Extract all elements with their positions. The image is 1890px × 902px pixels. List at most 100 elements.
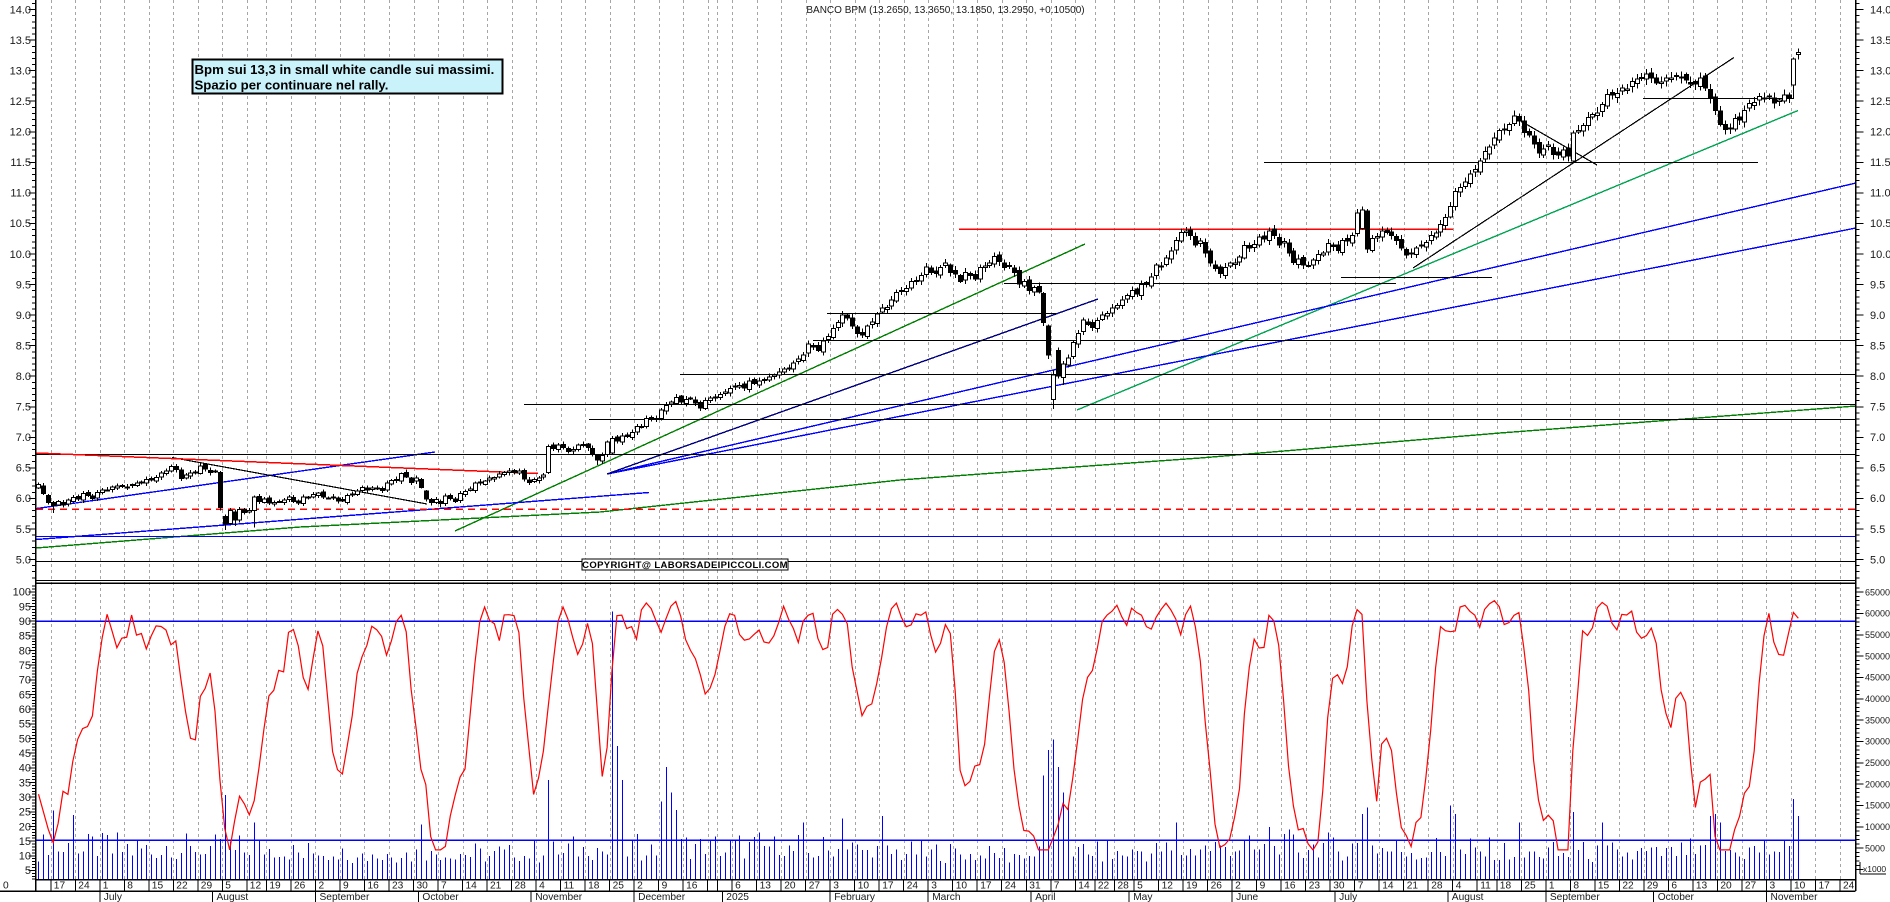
svg-text:6: 6 (735, 881, 741, 892)
svg-text:14: 14 (1382, 881, 1394, 892)
svg-text:5.5: 5.5 (16, 524, 31, 536)
svg-text:70: 70 (19, 675, 31, 687)
svg-text:15: 15 (19, 836, 31, 848)
svg-text:May: May (1133, 892, 1153, 902)
svg-text:5: 5 (225, 881, 231, 892)
svg-text:24: 24 (907, 881, 919, 892)
svg-text:October: October (1658, 892, 1695, 902)
svg-text:25000: 25000 (1865, 758, 1890, 768)
svg-text:November: November (535, 892, 583, 902)
svg-text:3: 3 (1770, 881, 1776, 892)
svg-text:75: 75 (19, 660, 31, 672)
svg-text:22: 22 (1098, 881, 1110, 892)
svg-text:5.5: 5.5 (1870, 524, 1885, 536)
svg-text:25: 25 (613, 881, 625, 892)
svg-text:5.0: 5.0 (1870, 554, 1885, 566)
svg-text:55000: 55000 (1865, 630, 1890, 640)
svg-text:9.5: 9.5 (16, 279, 31, 291)
svg-text:April: April (1035, 892, 1055, 902)
svg-text:6.5: 6.5 (1870, 463, 1885, 475)
svg-text:23: 23 (392, 881, 404, 892)
svg-text:3: 3 (931, 881, 937, 892)
svg-text:9.0: 9.0 (1870, 310, 1885, 322)
svg-text:14: 14 (466, 881, 478, 892)
svg-text:x1000: x1000 (1863, 864, 1886, 874)
svg-text:7.5: 7.5 (1870, 402, 1885, 414)
svg-text:10.5: 10.5 (1870, 218, 1890, 230)
svg-text:19: 19 (269, 881, 281, 892)
svg-text:7.0: 7.0 (16, 432, 31, 444)
svg-text:March: March (932, 892, 960, 902)
svg-text:13.5: 13.5 (10, 35, 31, 47)
svg-text:3: 3 (833, 881, 839, 892)
svg-text:10: 10 (858, 881, 870, 892)
svg-text:12.5: 12.5 (10, 96, 31, 108)
svg-text:12.0: 12.0 (1870, 127, 1890, 139)
svg-text:9: 9 (662, 881, 668, 892)
svg-text:16: 16 (368, 881, 380, 892)
svg-text:17: 17 (54, 881, 66, 892)
svg-text:December: December (638, 892, 686, 902)
svg-text:7: 7 (441, 881, 447, 892)
svg-text:12: 12 (250, 881, 262, 892)
svg-text:24: 24 (1005, 881, 1017, 892)
svg-text:45000: 45000 (1865, 673, 1890, 683)
svg-text:1: 1 (1549, 881, 1555, 892)
svg-text:24: 24 (1843, 881, 1855, 892)
svg-text:90: 90 (19, 616, 31, 628)
svg-text:30: 30 (417, 881, 429, 892)
svg-text:5: 5 (1137, 881, 1143, 892)
svg-text:2: 2 (1235, 881, 1241, 892)
svg-text:29: 29 (201, 881, 213, 892)
svg-text:5.0: 5.0 (16, 554, 31, 566)
svg-text:27: 27 (809, 881, 821, 892)
svg-text:15: 15 (1598, 881, 1610, 892)
svg-text:19: 19 (1186, 881, 1198, 892)
svg-text:9.5: 9.5 (1870, 279, 1885, 291)
svg-text:12.0: 12.0 (10, 127, 31, 139)
svg-text:28: 28 (1118, 881, 1130, 892)
svg-text:13: 13 (1696, 881, 1708, 892)
svg-text:45: 45 (19, 748, 31, 760)
svg-text:October: October (422, 892, 459, 902)
svg-text:4: 4 (1456, 881, 1462, 892)
svg-text:1: 1 (103, 881, 109, 892)
svg-text:16: 16 (686, 881, 698, 892)
svg-text:55: 55 (19, 719, 31, 731)
svg-text:10000: 10000 (1865, 822, 1890, 832)
svg-text:November: November (1771, 892, 1819, 902)
svg-text:BANCO BPM (13.2650, 13.3650, 1: BANCO BPM (13.2650, 13.3650, 13.1850, 13… (806, 5, 1084, 16)
svg-text:28: 28 (515, 881, 527, 892)
svg-text:30: 30 (1333, 881, 1345, 892)
svg-text:9: 9 (1260, 881, 1266, 892)
svg-text:2: 2 (637, 881, 643, 892)
svg-text:12.5: 12.5 (1870, 96, 1890, 108)
svg-text:25: 25 (1524, 881, 1536, 892)
svg-text:Bpm sui 13,3 in small white ca: Bpm sui 13,3 in small white candle sui m… (195, 62, 495, 77)
svg-text:11.5: 11.5 (10, 157, 31, 169)
svg-text:June: June (1236, 892, 1258, 902)
svg-text:8: 8 (127, 881, 133, 892)
svg-text:12: 12 (1162, 881, 1174, 892)
svg-text:11: 11 (564, 881, 575, 892)
svg-text:8.5: 8.5 (1870, 341, 1885, 353)
svg-text:10: 10 (956, 881, 968, 892)
svg-text:8.0: 8.0 (1870, 371, 1885, 383)
svg-text:28: 28 (1431, 881, 1443, 892)
svg-text:5: 5 (25, 865, 31, 877)
svg-text:4: 4 (539, 881, 545, 892)
svg-text:18: 18 (1500, 881, 1512, 892)
svg-text:85: 85 (19, 631, 31, 643)
svg-text:65: 65 (19, 689, 31, 701)
svg-text:14.0: 14.0 (10, 4, 31, 16)
svg-text:7: 7 (1358, 881, 1364, 892)
svg-text:0: 0 (3, 881, 9, 892)
svg-text:2: 2 (319, 881, 325, 892)
svg-text:22: 22 (1622, 881, 1634, 892)
svg-text:24: 24 (78, 881, 90, 892)
svg-text:11.0: 11.0 (10, 188, 31, 200)
svg-text:Spazio per continuare nel rall: Spazio per continuare nel rally. (195, 78, 389, 93)
svg-text:60: 60 (19, 704, 31, 716)
svg-text:10: 10 (1794, 881, 1806, 892)
svg-text:95: 95 (19, 601, 31, 613)
